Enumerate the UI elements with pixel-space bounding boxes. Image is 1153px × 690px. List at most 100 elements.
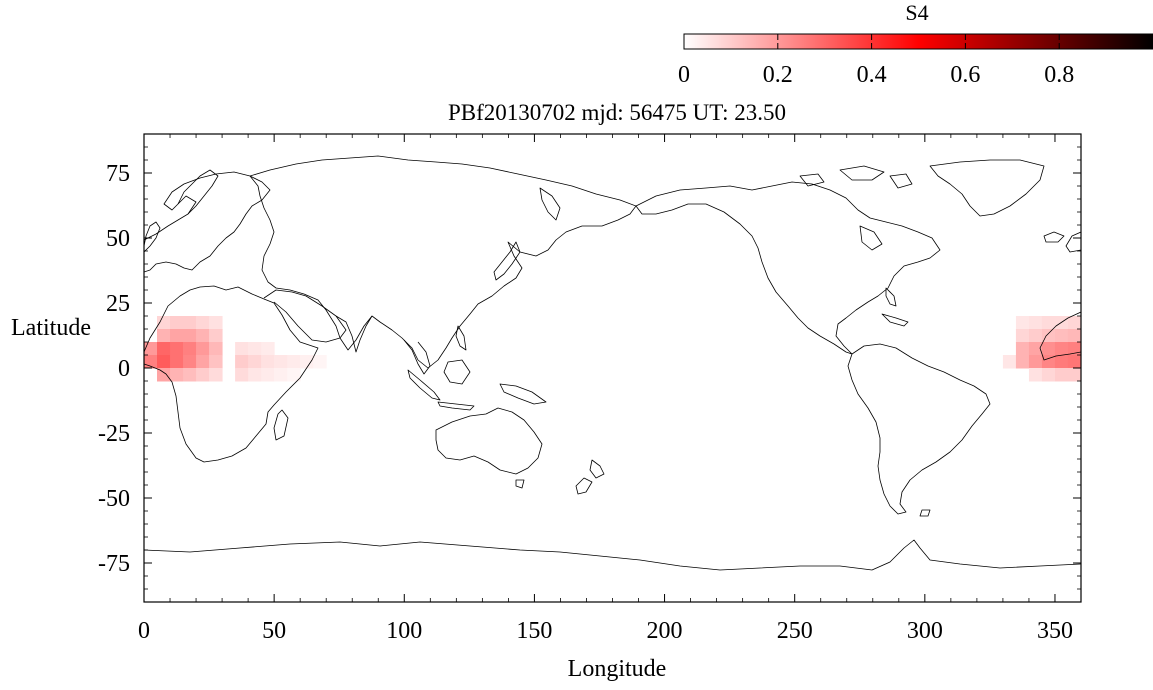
coastline-florida xyxy=(885,287,897,307)
s4-cell xyxy=(1041,355,1056,369)
s4-cell xyxy=(261,355,275,369)
s4-cell xyxy=(1054,329,1069,343)
coastline-java xyxy=(437,401,475,411)
y-tick-label: -25 xyxy=(98,421,130,447)
x-tick-label: 50 xyxy=(262,618,286,644)
s4-heatmap-cells xyxy=(144,316,1081,382)
s4-cell xyxy=(157,355,171,369)
coastline-falklands xyxy=(919,509,931,517)
s4-cell xyxy=(209,368,223,382)
s4-cell xyxy=(1054,368,1069,382)
coastline-arctic-islands xyxy=(799,165,913,189)
s4-cell xyxy=(1028,316,1043,330)
y-tick-label: 50 xyxy=(106,226,130,252)
s4-cell xyxy=(1041,342,1056,356)
coastline-caribbean xyxy=(881,313,909,327)
coastline-greenland xyxy=(929,159,1045,217)
coastline-japan xyxy=(493,241,521,281)
x-tick-label: 0 xyxy=(138,618,150,644)
s4-cell xyxy=(157,342,171,356)
coastline-arabia xyxy=(263,289,347,343)
x-tick-label: 300 xyxy=(907,618,943,644)
s4-cell xyxy=(183,368,197,382)
s4-cell xyxy=(248,355,262,369)
s4-cell xyxy=(1015,342,1030,356)
s4-cell xyxy=(248,368,262,382)
coastline-british-isles xyxy=(144,221,161,253)
s4-cell xyxy=(209,355,223,369)
y-tick-label: 75 xyxy=(106,161,130,187)
s4-cell xyxy=(1015,355,1030,369)
coastline-kamchatka xyxy=(539,187,561,221)
s4-cell xyxy=(287,368,301,382)
coastline-new-zealand xyxy=(575,459,605,495)
coastline-southeast-asia xyxy=(403,339,431,375)
s4-cell xyxy=(1028,368,1043,382)
s4-cell xyxy=(313,355,327,369)
y-axis-label: Latitude xyxy=(11,315,91,341)
s4-cell xyxy=(1028,355,1043,369)
coastline-north-america xyxy=(635,181,941,355)
s4-cell xyxy=(1067,342,1081,356)
s4-cell xyxy=(1054,355,1069,369)
x-tick-label: 350 xyxy=(1037,618,1073,644)
s4-cell xyxy=(170,355,184,369)
x-axis-label: Longitude xyxy=(568,656,667,682)
s4-cell xyxy=(1041,368,1056,382)
s4-cell xyxy=(300,355,314,369)
s4-cell xyxy=(1067,329,1081,343)
s4-cell xyxy=(170,342,184,356)
s4-cell xyxy=(196,316,210,330)
coastline-west-africa-east-edge xyxy=(1039,311,1081,361)
coastline-south-america xyxy=(847,343,991,515)
colorbar-gradient xyxy=(683,33,1153,50)
s4-cell xyxy=(183,316,197,330)
s4-cell xyxy=(1015,316,1030,330)
s4-cell xyxy=(1054,316,1069,330)
s4-cell xyxy=(1067,355,1081,369)
x-tick-label: 250 xyxy=(777,618,813,644)
coastline-europe xyxy=(144,171,271,273)
s4-cell xyxy=(157,316,171,330)
coastline-asia xyxy=(249,155,637,369)
s4-cell xyxy=(209,342,223,356)
s4-cell xyxy=(1028,342,1043,356)
s4-cell xyxy=(274,355,288,369)
x-tick-label: 200 xyxy=(647,618,683,644)
colorbar-ticks: 0 0.2 0.4 0.6 0.8 xyxy=(678,34,1074,88)
s4-cell xyxy=(1067,368,1081,382)
s4-cell xyxy=(248,342,262,356)
s4-cell xyxy=(287,355,301,369)
colorbar-tick-label: 0.4 xyxy=(857,62,887,88)
s4-cell xyxy=(183,329,197,343)
s4-cell xyxy=(274,368,288,382)
y-tick-label: -75 xyxy=(98,551,130,577)
coastline-india xyxy=(335,315,373,353)
coastline-antarctica xyxy=(144,539,1081,571)
y-tick-label: -50 xyxy=(98,486,130,512)
s4-cell xyxy=(183,355,197,369)
s4-cell xyxy=(1028,329,1043,343)
s4-cell xyxy=(1041,329,1056,343)
s4-cell xyxy=(196,355,210,369)
s4-cell xyxy=(1015,329,1030,343)
coastline-tasmania xyxy=(515,479,525,489)
colorbar-tick-label: 0.6 xyxy=(950,62,980,88)
y-axis: 75 50 25 0 -25 -50 -75 xyxy=(98,146,1081,590)
plot-title: PBf20130702 mjd: 56475 UT: 23.50 xyxy=(448,100,786,125)
x-tick-label: 100 xyxy=(386,618,422,644)
s4-cell xyxy=(170,329,184,343)
s4-cell xyxy=(144,342,158,356)
colorbar-label: S4 xyxy=(905,0,928,25)
colorbar: S4 0 0.2 0.4 0.6 0.8 xyxy=(678,0,1153,88)
coastline-borneo xyxy=(443,359,471,385)
s4-cell xyxy=(183,342,197,356)
s4-cell xyxy=(1054,342,1069,356)
coastline-philippines xyxy=(455,325,467,351)
coastline-iberia-east-edge xyxy=(1065,231,1081,253)
s4-cell xyxy=(1041,316,1056,330)
coastline-australia xyxy=(435,407,543,475)
coastline-sumatra xyxy=(407,369,441,401)
s4-cell xyxy=(261,342,275,356)
